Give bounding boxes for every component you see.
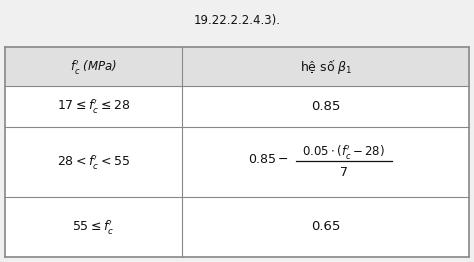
Text: $17 \leq f_c^{\prime} \leq 28$: $17 \leq f_c^{\prime} \leq 28$ bbox=[57, 97, 130, 115]
Text: 19.22.2.2.4.3).: 19.22.2.2.4.3). bbox=[193, 14, 281, 28]
Text: hệ số $\beta_1$: hệ số $\beta_1$ bbox=[300, 58, 352, 75]
Bar bbox=[5, 47, 469, 86]
Text: $f_c^{\prime}$ (MPa): $f_c^{\prime}$ (MPa) bbox=[70, 58, 117, 75]
Text: $0.85-$: $0.85-$ bbox=[248, 154, 290, 166]
Text: $55 \leq f_c^{\prime}$: $55 \leq f_c^{\prime}$ bbox=[73, 218, 115, 236]
Text: 0.85: 0.85 bbox=[311, 100, 340, 113]
Text: $7$: $7$ bbox=[339, 166, 348, 179]
Text: $0.05 \cdot (f_c^{\prime}-28)$: $0.05 \cdot (f_c^{\prime}-28)$ bbox=[302, 143, 385, 161]
Bar bbox=[5, 86, 469, 257]
Text: $28 < f_c^{\prime} < 55$: $28 < f_c^{\prime} < 55$ bbox=[57, 153, 130, 171]
Text: 0.65: 0.65 bbox=[311, 220, 340, 233]
